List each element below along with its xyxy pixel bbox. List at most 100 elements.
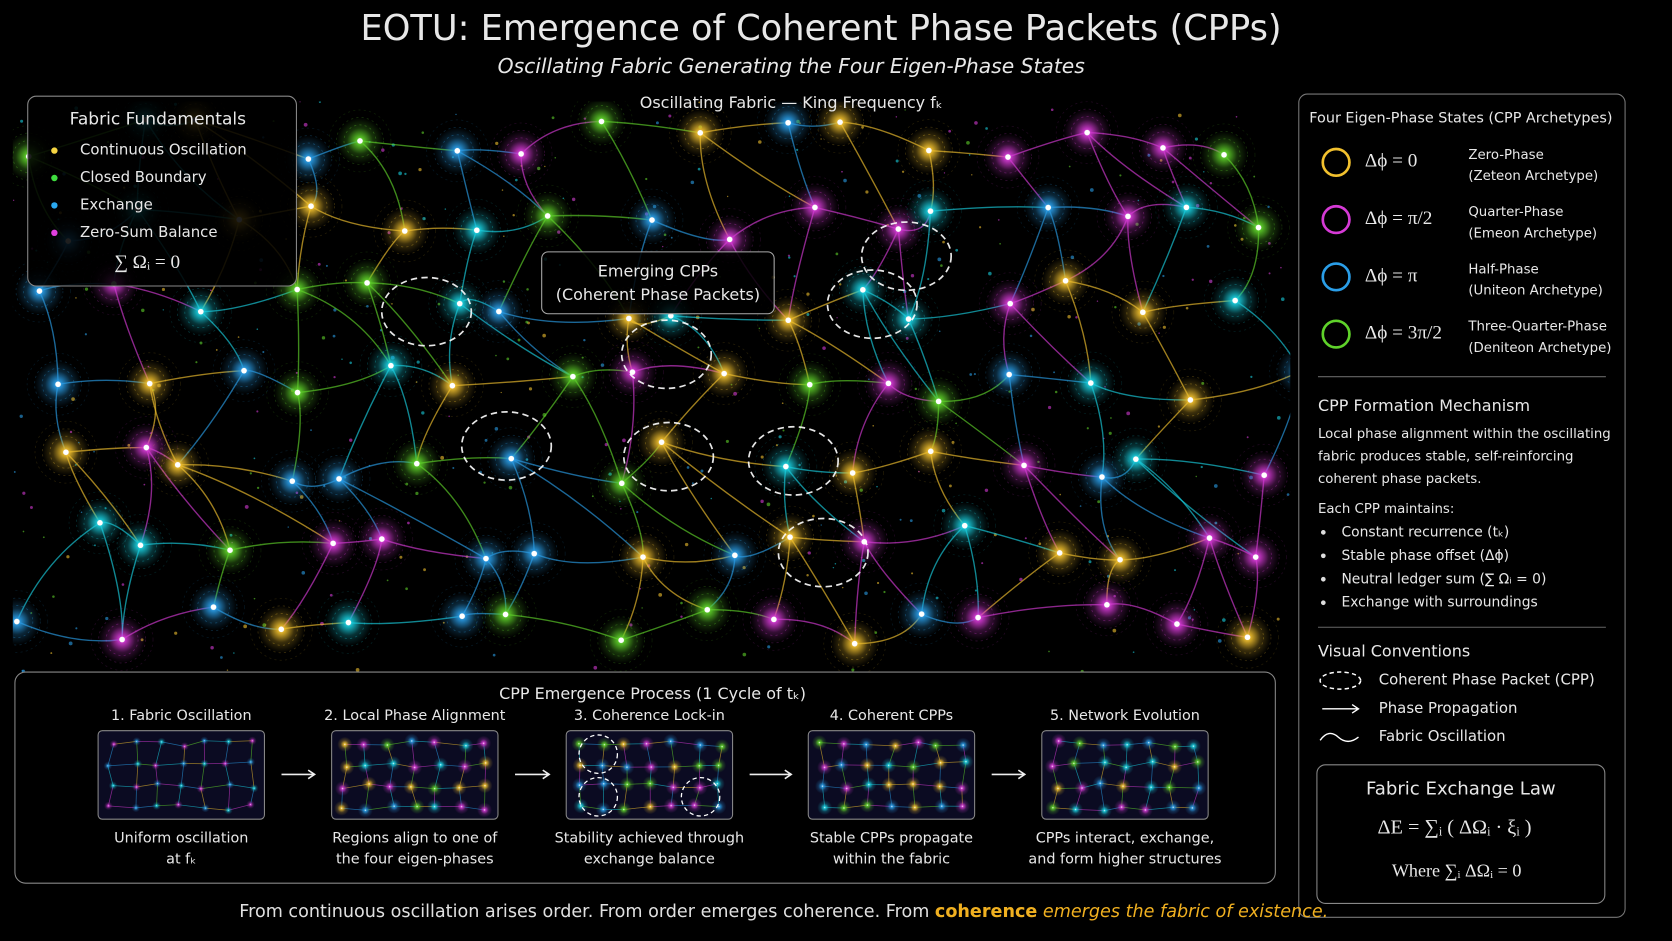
step-node <box>1045 800 1061 816</box>
step-node <box>907 799 923 815</box>
mechanism-text: Local phase alignment within the oscilla… <box>1318 427 1611 442</box>
step-link <box>200 784 230 790</box>
fabric-ring <box>12 590 49 653</box>
fabric-speck <box>593 665 598 670</box>
fabric-ring <box>668 101 732 165</box>
step-node <box>1118 759 1134 775</box>
fundamentals-equation: ∑ Ωᵢ = 0 <box>114 252 180 273</box>
fabric-speck <box>12 199 15 201</box>
fabric-ring <box>328 109 392 173</box>
legend-text: Exchange <box>80 195 153 213</box>
fabric-ring <box>1028 521 1091 585</box>
step-node <box>596 737 612 753</box>
fabric-speck <box>767 645 771 649</box>
step-node <box>407 759 423 775</box>
fabric-node-core <box>36 288 43 294</box>
bullet <box>1320 530 1326 535</box>
step-node <box>458 738 474 754</box>
fabric-speck <box>1157 425 1161 428</box>
fabric-speck <box>1246 436 1249 439</box>
fabric-speck <box>349 361 352 365</box>
step-node <box>379 737 395 753</box>
fabric-speck <box>812 514 815 518</box>
fabric-ring <box>832 510 896 574</box>
fabric-speck <box>84 287 89 291</box>
fabric-speck <box>1075 316 1078 319</box>
fabric-speck <box>793 275 796 278</box>
state-ring <box>1321 319 1351 349</box>
fabric-ring <box>756 288 820 352</box>
fabric-ring <box>692 342 756 405</box>
step-caption: and form higher structures <box>1028 852 1221 868</box>
fabric-speck <box>937 257 942 262</box>
fabric-node-core <box>1174 621 1180 627</box>
fabric-ring <box>1096 185 1160 248</box>
fabric-node-core <box>1160 145 1166 151</box>
fabric-node-core <box>241 367 247 374</box>
step-node <box>817 800 833 815</box>
fabric-ring <box>630 410 693 474</box>
fabric-ring <box>897 119 961 182</box>
step-node <box>1185 738 1201 754</box>
step-node <box>817 759 833 775</box>
fabric-ring <box>445 198 509 262</box>
process-title: CPP Emergence Process (1 Cycle of tₖ) <box>499 684 806 703</box>
fabric-speck <box>645 177 648 181</box>
fabric-node-core <box>294 286 300 293</box>
step-node <box>174 800 183 809</box>
fabric-speck <box>332 334 336 338</box>
convention-text: Phase Propagation <box>1379 699 1518 717</box>
step-cpp <box>578 776 619 817</box>
fabric-speck <box>333 308 337 312</box>
fabric-speck <box>999 242 1001 245</box>
fabric-node-core <box>783 463 789 470</box>
fabric-node-core <box>137 542 144 549</box>
state-name: Zero-Phase <box>1468 148 1543 163</box>
step-link <box>108 805 136 809</box>
fabric-ring <box>249 598 313 661</box>
fabric-speck <box>591 495 594 498</box>
step-caption: Uniform oscillation <box>114 830 248 846</box>
fabric-node-core <box>531 550 538 557</box>
fabric-ring <box>516 184 579 248</box>
fabric-speck <box>832 566 835 569</box>
fabric-speck <box>1194 137 1199 141</box>
fabric-speck <box>321 336 326 340</box>
step-node <box>103 761 113 771</box>
step-node <box>928 738 944 754</box>
fabric-speck <box>220 656 223 659</box>
fabric-speck <box>806 574 809 577</box>
step-panel <box>807 730 976 820</box>
fabric-speck <box>979 226 982 229</box>
step-node <box>176 781 186 790</box>
fabric-node-core <box>570 373 576 380</box>
step-node <box>571 736 587 752</box>
bullet <box>1320 553 1326 559</box>
step-node <box>357 758 373 774</box>
fabric-node-core <box>483 555 489 562</box>
fabric-speck <box>571 197 576 202</box>
fabric-node-core <box>837 119 843 125</box>
fabric-speck <box>525 320 529 324</box>
step-node <box>200 736 209 746</box>
fabric-speck <box>760 455 764 459</box>
step-node <box>1143 779 1159 795</box>
fabric-speck <box>670 236 673 239</box>
step-node <box>1051 733 1067 749</box>
step-label: 2. Local Phase Alignment <box>324 708 506 724</box>
fabric-node-core <box>379 536 385 542</box>
fabric-speck <box>244 505 249 509</box>
fabric-node-core <box>1062 278 1069 284</box>
fabric-node-core <box>598 118 605 125</box>
step-node <box>385 755 401 771</box>
fabric-speck <box>407 521 410 525</box>
fabric-node-core <box>174 462 181 468</box>
fabric-speck <box>620 507 622 510</box>
step-node <box>1068 801 1084 817</box>
fabric-ring <box>877 287 940 351</box>
fabric-ring <box>426 119 489 183</box>
fabric-ring <box>1203 269 1267 332</box>
step-node <box>955 737 971 753</box>
fabric-ring <box>1016 176 1080 239</box>
state-archetype: (Uniteon Archetype) <box>1468 284 1602 299</box>
